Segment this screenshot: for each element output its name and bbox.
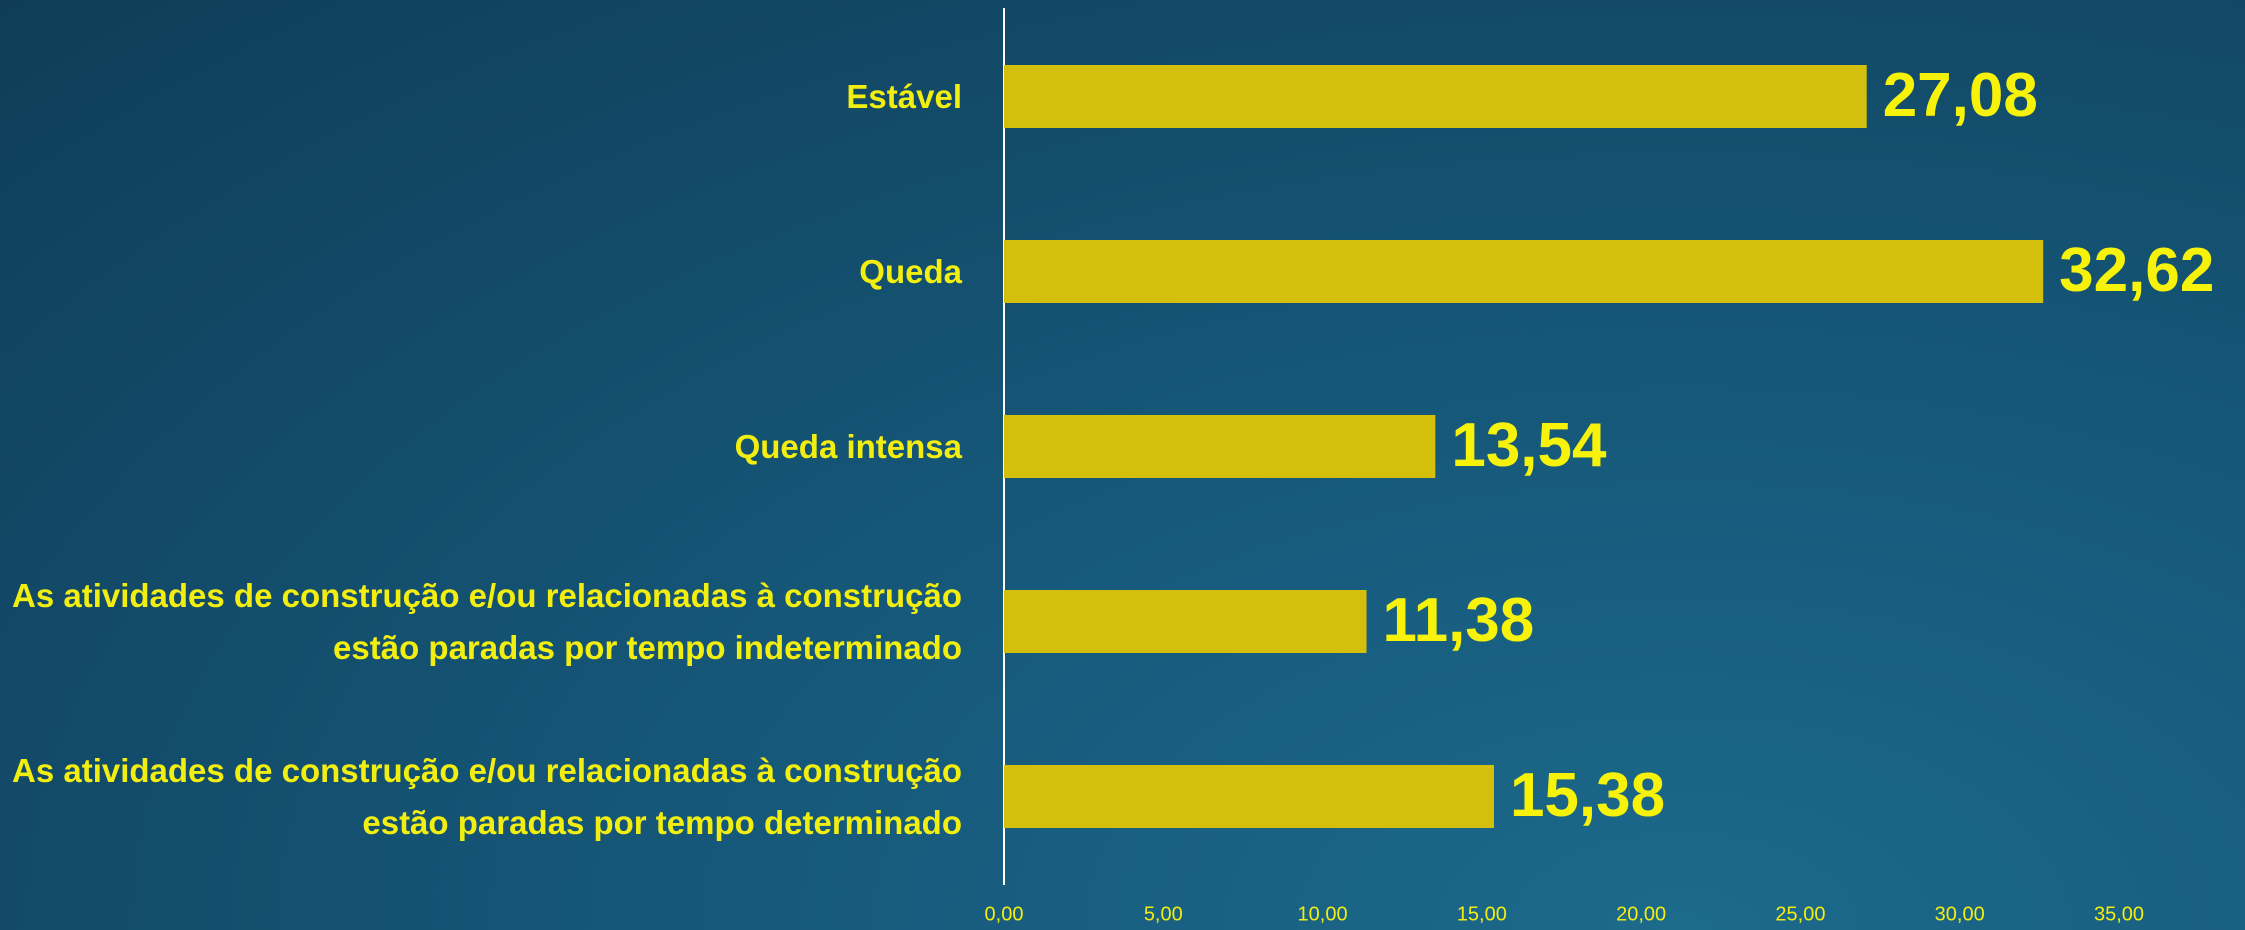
value-label: 15,38 <box>1510 761 1665 830</box>
x-tick-label: 5,00 <box>1144 903 1183 925</box>
x-tick-label: 25,00 <box>1775 903 1825 925</box>
category-label: As atividades de construção e/ou relacio… <box>12 751 962 841</box>
category-label: Queda intensa <box>734 427 962 465</box>
value-label: 32,62 <box>2059 236 2214 305</box>
value-label: 13,54 <box>1451 411 1607 480</box>
bar <box>1004 765 1494 828</box>
x-tick-label: 0,00 <box>985 903 1024 925</box>
bar <box>1004 590 1367 653</box>
bar <box>1004 240 2044 303</box>
value-label: 11,38 <box>1383 586 1535 655</box>
x-tick-label: 15,00 <box>1457 903 1507 925</box>
category-label: Queda <box>859 252 962 290</box>
category-label: As atividades de construção e/ou relacio… <box>12 576 962 666</box>
x-tick-label: 10,00 <box>1298 903 1348 925</box>
bar <box>1004 415 1436 478</box>
bar <box>1004 65 1867 128</box>
x-tick-label: 20,00 <box>1616 903 1666 925</box>
x-tick-label: 30,00 <box>1935 903 1985 925</box>
x-tick-label: 35,00 <box>2094 903 2144 925</box>
value-label: 27,08 <box>1883 61 2038 130</box>
category-label: Estável <box>846 77 962 115</box>
